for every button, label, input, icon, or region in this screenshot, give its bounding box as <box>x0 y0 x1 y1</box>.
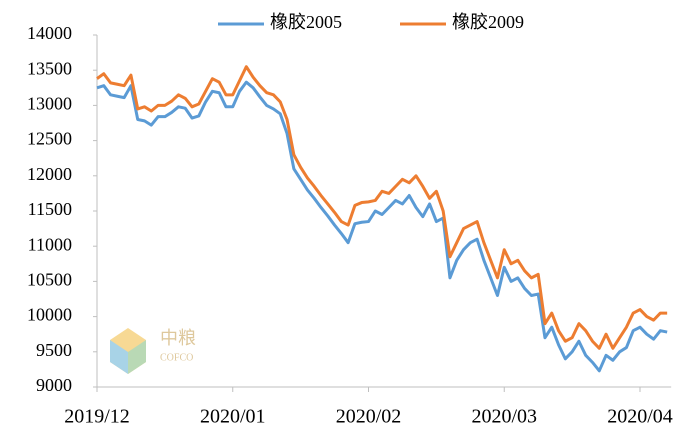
y-tick-label: 9500 <box>36 340 72 360</box>
y-tick-label: 11500 <box>28 199 72 219</box>
legend-label: 橡胶2009 <box>452 12 524 32</box>
line-series <box>96 80 668 373</box>
y-tick-label: 14000 <box>27 23 72 43</box>
y-tick-label: 12000 <box>27 164 72 184</box>
x-tick-label: 2020/03 <box>471 406 537 428</box>
x-tick-label: 2019/12 <box>64 406 130 428</box>
y-tick-label: 9000 <box>36 375 72 395</box>
y-tick-label: 13500 <box>27 58 72 78</box>
y-tick-label: 12500 <box>27 129 72 149</box>
line-series <box>96 65 668 350</box>
x-tick-label: 2020/02 <box>336 406 402 428</box>
svg-text:中粮: 中粮 <box>160 328 196 348</box>
y-tick-label: 10000 <box>27 305 72 325</box>
watermark-logo: 中粮 COFCO <box>110 328 196 374</box>
y-tick-label: 11000 <box>28 234 72 254</box>
y-tick-label: 13000 <box>27 94 72 114</box>
legend-label: 橡胶2005 <box>270 12 342 32</box>
x-tick-label: 2020/01 <box>200 406 266 428</box>
svg-text:COFCO: COFCO <box>160 352 193 363</box>
x-tick-label: 2020/04 <box>607 406 673 428</box>
y-tick-label: 10500 <box>27 270 72 290</box>
